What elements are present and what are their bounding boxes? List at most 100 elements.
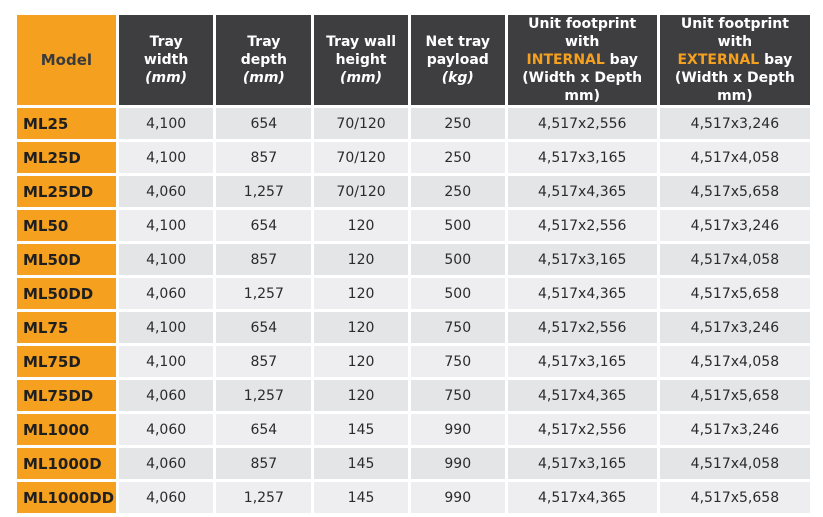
cell-internal-footprint: 4,517x2,556 — [507, 312, 657, 343]
table-row: ML75DD 4,060 1,257 120 750 4,517x4,365 4,517x5… — [17, 380, 810, 411]
cell-net-payload: 250 — [410, 176, 505, 207]
table-row: ML25DD 4,060 1,257 70/120 250 4,517x4,365 4,51… — [17, 176, 810, 207]
cell-model: ML50D — [17, 244, 116, 275]
cell-external-footprint: 4,517x3,246 — [659, 312, 810, 343]
table-row: ML50DD 4,060 1,257 120 500 4,517x4,365 4,517x5… — [17, 278, 810, 309]
header-tray-width: Tray width (mm) — [118, 15, 214, 105]
cell-tray-width: 4,060 — [118, 414, 214, 445]
cell-model: ML50DD — [17, 278, 116, 309]
table-row: ML25 4,100 654 70/120 250 4,517x2,556 4,517x3,… — [17, 108, 810, 139]
cell-tray-depth: 1,257 — [216, 482, 312, 513]
cell-internal-footprint: 4,517x4,365 — [507, 482, 657, 513]
cell-external-footprint: 4,517x3,246 — [659, 210, 810, 241]
cell-tray-width: 4,100 — [118, 346, 214, 377]
table-row: ML75 4,100 654 120 750 4,517x2,556 4,517x3,246 — [17, 312, 810, 343]
cell-tray-wall-height: 120 — [314, 380, 408, 411]
header-tray-wall-height: Tray wall height (mm) — [314, 15, 408, 105]
cell-model: ML75DD — [17, 380, 116, 411]
cell-tray-wall-height: 70/120 — [314, 108, 408, 139]
header-internal-footprint: Unit footprint with INTERNAL bay (Width … — [507, 15, 657, 105]
cell-internal-footprint: 4,517x4,365 — [507, 176, 657, 207]
cell-internal-footprint: 4,517x3,165 — [507, 346, 657, 377]
cell-tray-depth: 654 — [216, 108, 312, 139]
cell-tray-width: 4,060 — [118, 448, 214, 479]
cell-tray-width: 4,100 — [118, 210, 214, 241]
cell-net-payload: 750 — [410, 346, 505, 377]
cell-tray-width: 4,060 — [118, 176, 214, 207]
cell-net-payload: 990 — [410, 482, 505, 513]
cell-internal-footprint: 4,517x2,556 — [507, 108, 657, 139]
cell-model: ML25D — [17, 142, 116, 173]
cell-external-footprint: 4,517x3,246 — [659, 414, 810, 445]
cell-tray-wall-height: 145 — [314, 448, 408, 479]
cell-external-footprint: 4,517x5,658 — [659, 176, 810, 207]
cell-model: ML1000D — [17, 448, 116, 479]
header-net-payload: Net tray payload (kg) — [410, 15, 505, 105]
header-tray-depth: Tray depth (mm) — [216, 15, 312, 105]
cell-internal-footprint: 4,517x3,165 — [507, 448, 657, 479]
cell-net-payload: 500 — [410, 244, 505, 275]
cell-net-payload: 990 — [410, 414, 505, 445]
cell-model: ML1000 — [17, 414, 116, 445]
table-body: ML25 4,100 654 70/120 250 4,517x2,556 4,517x3,… — [17, 108, 810, 513]
cell-model: ML75D — [17, 346, 116, 377]
cell-model: ML75 — [17, 312, 116, 343]
header-external-footprint: Unit footprint with EXTERNAL bay (Width … — [659, 15, 810, 105]
table-row: ML1000DD 4,060 1,257 145 990 4,517x4,365 4,517… — [17, 482, 810, 513]
cell-tray-wall-height: 145 — [314, 482, 408, 513]
cell-internal-footprint: 4,517x4,365 — [507, 278, 657, 309]
cell-tray-width: 4,060 — [118, 482, 214, 513]
cell-model: ML25 — [17, 108, 116, 139]
cell-tray-depth: 1,257 — [216, 176, 312, 207]
cell-tray-wall-height: 120 — [314, 346, 408, 377]
cell-tray-wall-height: 70/120 — [314, 176, 408, 207]
cell-net-payload: 500 — [410, 278, 505, 309]
cell-internal-footprint: 4,517x3,165 — [507, 142, 657, 173]
cell-tray-depth: 1,257 — [216, 380, 312, 411]
cell-tray-wall-height: 145 — [314, 414, 408, 445]
spec-table-container: Model Tray width (mm) Tray depth (mm) Tr… — [14, 12, 813, 516]
cell-net-payload: 500 — [410, 210, 505, 241]
cell-tray-width: 4,100 — [118, 312, 214, 343]
cell-internal-footprint: 4,517x4,365 — [507, 380, 657, 411]
cell-external-footprint: 4,517x4,058 — [659, 448, 810, 479]
header-row: Model Tray width (mm) Tray depth (mm) Tr… — [17, 15, 810, 105]
table-row: ML50 4,100 654 120 500 4,517x2,556 4,517x3,246 — [17, 210, 810, 241]
cell-internal-footprint: 4,517x3,165 — [507, 244, 657, 275]
cell-tray-depth: 654 — [216, 414, 312, 445]
header-model: Model — [17, 15, 116, 105]
cell-tray-depth: 857 — [216, 448, 312, 479]
table-row: ML75D 4,100 857 120 750 4,517x3,165 4,517x4,05… — [17, 346, 810, 377]
cell-tray-depth: 857 — [216, 244, 312, 275]
cell-tray-depth: 654 — [216, 210, 312, 241]
cell-internal-footprint: 4,517x2,556 — [507, 414, 657, 445]
cell-model: ML50 — [17, 210, 116, 241]
cell-tray-width: 4,100 — [118, 244, 214, 275]
cell-net-payload: 750 — [410, 312, 505, 343]
cell-tray-width: 4,100 — [118, 142, 214, 173]
cell-tray-wall-height: 120 — [314, 278, 408, 309]
cell-net-payload: 250 — [410, 142, 505, 173]
table-row: ML1000 4,060 654 145 990 4,517x2,556 4,517x3,2… — [17, 414, 810, 445]
table-row: ML50D 4,100 857 120 500 4,517x3,165 4,517x4,05… — [17, 244, 810, 275]
table-row: ML1000D 4,060 857 145 990 4,517x3,165 4,517x4,… — [17, 448, 810, 479]
cell-internal-footprint: 4,517x2,556 — [507, 210, 657, 241]
cell-net-payload: 750 — [410, 380, 505, 411]
cell-tray-wall-height: 120 — [314, 244, 408, 275]
cell-tray-wall-height: 120 — [314, 312, 408, 343]
cell-external-footprint: 4,517x5,658 — [659, 482, 810, 513]
table-row: ML25D 4,100 857 70/120 250 4,517x3,165 4,517x4… — [17, 142, 810, 173]
cell-tray-depth: 857 — [216, 142, 312, 173]
cell-external-footprint: 4,517x4,058 — [659, 142, 810, 173]
cell-external-footprint: 4,517x5,658 — [659, 380, 810, 411]
cell-tray-wall-height: 70/120 — [314, 142, 408, 173]
cell-external-footprint: 4,517x4,058 — [659, 346, 810, 377]
cell-external-footprint: 4,517x4,058 — [659, 244, 810, 275]
cell-model: ML1000DD — [17, 482, 116, 513]
cell-net-payload: 250 — [410, 108, 505, 139]
cell-model: ML25DD — [17, 176, 116, 207]
cell-tray-wall-height: 120 — [314, 210, 408, 241]
cell-tray-depth: 1,257 — [216, 278, 312, 309]
cell-external-footprint: 4,517x5,658 — [659, 278, 810, 309]
cell-net-payload: 990 — [410, 448, 505, 479]
